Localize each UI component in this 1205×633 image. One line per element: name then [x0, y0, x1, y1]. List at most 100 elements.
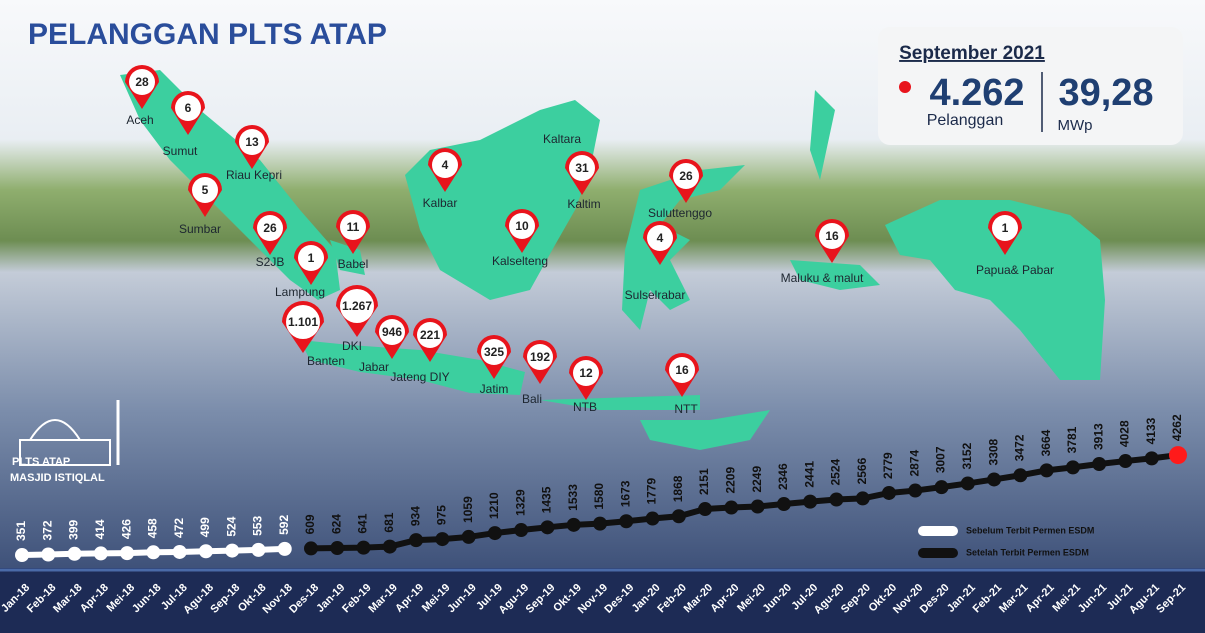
value-label: 1580: [592, 483, 606, 510]
value-label: 3472: [1013, 434, 1027, 461]
pin-face: [432, 152, 458, 178]
pin-face: [379, 319, 405, 345]
region-value: 16: [825, 229, 839, 243]
region-label: Lampung: [275, 285, 325, 299]
summary-box: [878, 27, 1183, 145]
region-value: 13: [245, 135, 259, 149]
region-value: 11: [347, 220, 360, 234]
point: [93, 546, 108, 561]
point: [566, 517, 581, 532]
legend-label: Setelah Terbit Permen ESDM: [966, 547, 1089, 557]
point: [435, 532, 450, 547]
point: [15, 548, 29, 563]
pin-face: [192, 177, 218, 203]
summary-dot: [899, 81, 911, 93]
point: [67, 546, 82, 561]
value-label: 1533: [566, 484, 580, 511]
value-label: 1059: [461, 496, 475, 523]
point: [514, 523, 529, 538]
value-label: 3664: [1039, 429, 1053, 456]
pin-face: [340, 289, 374, 323]
region-label: DKI: [342, 339, 362, 353]
logo: PLTS ATAP MASJID ISTIQLAL: [10, 400, 120, 484]
region-value: 4: [442, 158, 449, 172]
value-label: 2151: [697, 468, 711, 495]
point: [461, 529, 476, 544]
point: [619, 514, 634, 529]
pin-face: [175, 95, 201, 121]
region-label: Bali: [522, 392, 542, 406]
island: [810, 90, 835, 180]
legend-swatch: [918, 526, 958, 536]
pin-face: [481, 339, 507, 365]
island: [540, 395, 700, 410]
point: [987, 472, 1002, 487]
value-label: 624: [329, 514, 343, 534]
point: [304, 541, 318, 556]
island: [790, 260, 880, 290]
point: [645, 511, 660, 526]
point: [356, 540, 371, 555]
region-value: 946: [382, 325, 402, 339]
region-label: Papua& Pabar: [976, 263, 1054, 277]
value-label: 609: [303, 514, 317, 534]
region-value: 4: [657, 231, 664, 245]
point: [698, 502, 713, 517]
value-label: 3913: [1091, 423, 1105, 450]
region-label: Jatim: [480, 382, 509, 396]
island: [885, 200, 1105, 380]
region-value: 12: [579, 366, 593, 380]
point: [1092, 457, 1107, 472]
value-label: 426: [119, 519, 133, 539]
region-label: Kaltara: [543, 132, 581, 146]
region-label: Suluttenggo: [648, 206, 712, 220]
region-label: Kalselteng: [492, 254, 548, 268]
point: [1169, 446, 1187, 465]
region-label: Sumbar: [179, 222, 221, 236]
pin-face: [286, 305, 320, 339]
point: [829, 492, 844, 507]
point: [41, 547, 56, 562]
value-label: 472: [172, 518, 186, 538]
pin-face: [819, 223, 845, 249]
point: [1118, 454, 1133, 469]
point: [1039, 463, 1054, 478]
region-value: 192: [530, 350, 550, 364]
region-label: Riau Kepri: [226, 168, 282, 182]
point: [1144, 451, 1159, 466]
title: PELANGGAN PLTS ATAP: [28, 18, 387, 51]
point: [855, 491, 870, 506]
value-label: 2874: [907, 450, 921, 477]
point: [487, 526, 502, 541]
value-label: 3007: [934, 446, 948, 473]
logo-line2: MASJID ISTIQLAL: [10, 472, 105, 484]
region-value: 10: [515, 219, 529, 233]
value-label: 372: [40, 520, 54, 540]
island: [405, 100, 600, 300]
point: [724, 500, 739, 515]
pin-face: [129, 69, 155, 95]
island: [300, 340, 525, 395]
region-label: Sumut: [163, 144, 198, 158]
summary-customers: 4.262: [929, 72, 1024, 114]
value-label: 592: [277, 515, 291, 535]
point: [1065, 460, 1080, 475]
island: [622, 165, 745, 330]
region-value: 26: [679, 169, 693, 183]
point: [120, 546, 135, 561]
point: [750, 499, 765, 514]
value-label: 3152: [960, 442, 974, 469]
pin-face: [417, 322, 443, 348]
region-value: 28: [135, 75, 149, 89]
region-value: 26: [263, 221, 277, 235]
value-label: 2779: [881, 452, 895, 479]
pin-face: [239, 129, 265, 155]
pin-face: [569, 155, 595, 181]
region-value: 1: [1002, 221, 1009, 235]
value-label: 1779: [645, 478, 659, 505]
summary-period: September 2021: [899, 43, 1045, 64]
point: [409, 533, 424, 548]
region-label: NTB: [573, 400, 597, 414]
pin-face: [340, 214, 366, 240]
